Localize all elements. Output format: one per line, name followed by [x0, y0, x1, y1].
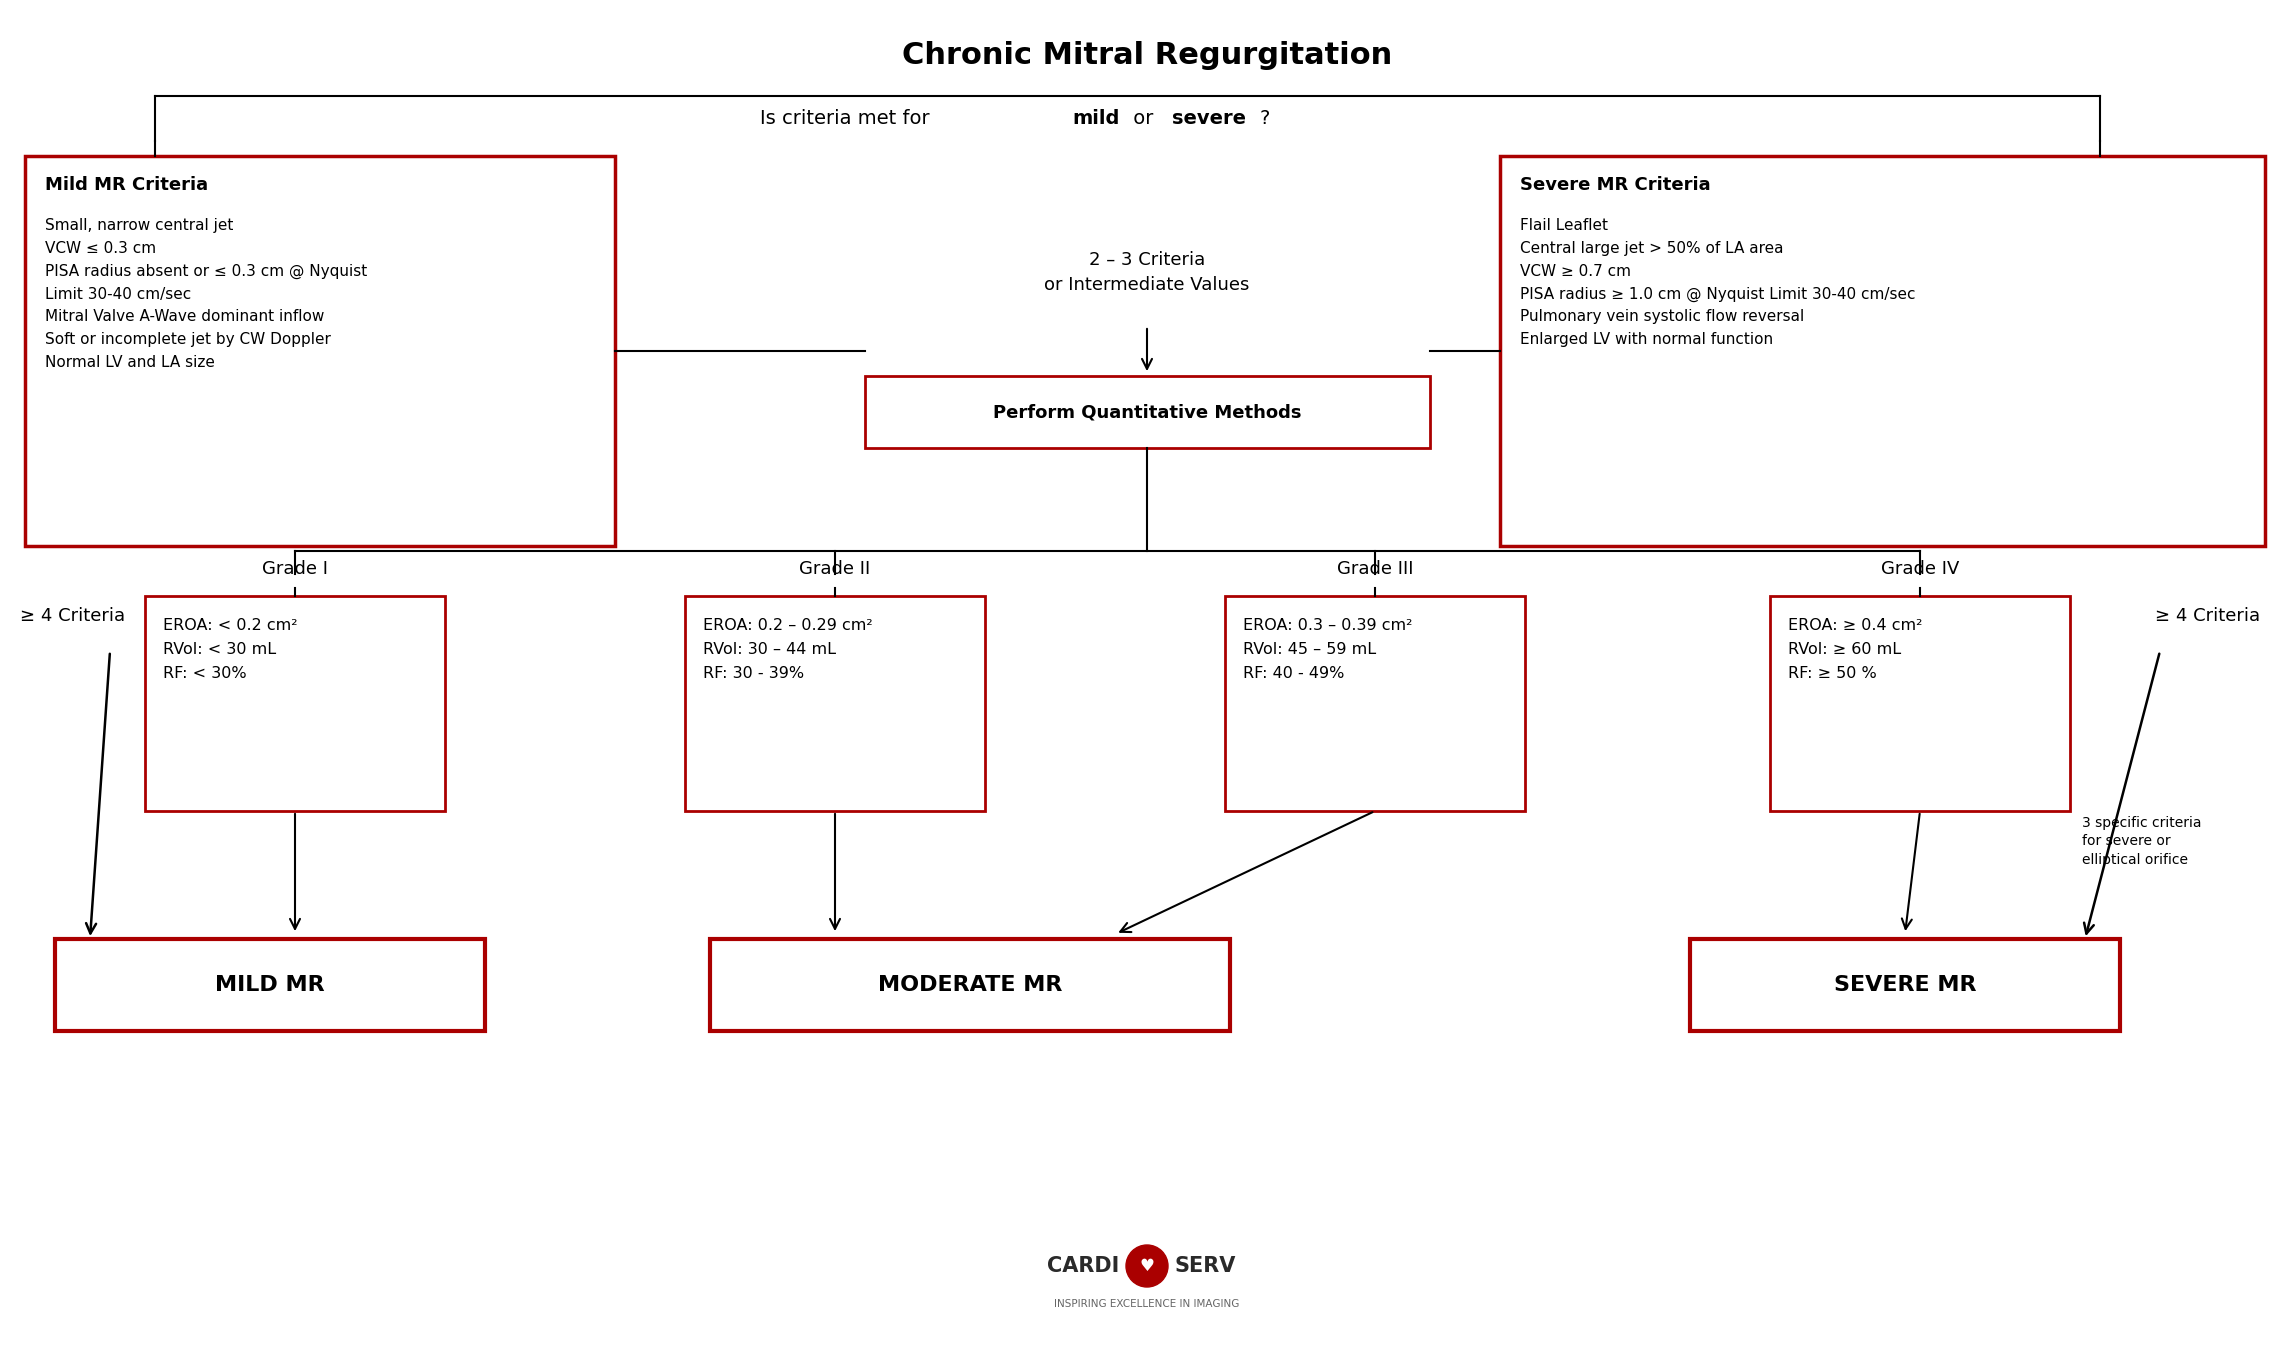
- Text: Small, narrow central jet
VCW ≤ 0.3 cm
PISA radius absent or ≤ 0.3 cm @ Nyquist
: Small, narrow central jet VCW ≤ 0.3 cm P…: [46, 218, 367, 370]
- FancyBboxPatch shape: [686, 597, 984, 811]
- FancyBboxPatch shape: [1771, 597, 2069, 811]
- Text: Is criteria met for: Is criteria met for: [759, 108, 936, 127]
- Text: 3 specific criteria
for severe or
elliptical orifice: 3 specific criteria for severe or ellipt…: [2083, 816, 2202, 866]
- Text: Flail Leaflet
Central large jet > 50% of LA area
VCW ≥ 0.7 cm
PISA radius ≥ 1.0 : Flail Leaflet Central large jet > 50% of…: [1521, 218, 1915, 347]
- FancyBboxPatch shape: [1691, 938, 2120, 1031]
- Text: ?: ?: [1259, 108, 1271, 127]
- Text: SEVERE MR: SEVERE MR: [1833, 975, 1975, 995]
- Text: Grade IV: Grade IV: [1881, 560, 1959, 578]
- FancyBboxPatch shape: [1500, 156, 2264, 546]
- Text: Perform Quantitative Methods: Perform Quantitative Methods: [993, 403, 1301, 420]
- Text: EROA: 0.2 – 0.29 cm²
RVol: 30 – 44 mL
RF: 30 - 39%: EROA: 0.2 – 0.29 cm² RVol: 30 – 44 mL RF…: [702, 618, 872, 681]
- Text: Chronic Mitral Regurgitation: Chronic Mitral Regurgitation: [902, 41, 1392, 71]
- Text: or: or: [1126, 108, 1161, 127]
- Text: 2 – 3 Criteria
or Intermediate Values: 2 – 3 Criteria or Intermediate Values: [1044, 251, 1250, 294]
- Text: CARDI: CARDI: [1046, 1256, 1119, 1276]
- FancyBboxPatch shape: [25, 156, 615, 546]
- Text: Mild MR Criteria: Mild MR Criteria: [46, 176, 209, 194]
- Text: MODERATE MR: MODERATE MR: [879, 975, 1062, 995]
- Text: ≥ 4 Criteria: ≥ 4 Criteria: [21, 607, 126, 625]
- FancyBboxPatch shape: [711, 938, 1230, 1031]
- Text: Grade III: Grade III: [1337, 560, 1413, 578]
- Text: Severe MR Criteria: Severe MR Criteria: [1521, 176, 1711, 194]
- Text: mild: mild: [1071, 108, 1119, 127]
- FancyBboxPatch shape: [145, 597, 445, 811]
- Text: ≥ 4 Criteria: ≥ 4 Criteria: [2154, 607, 2260, 625]
- Text: EROA: < 0.2 cm²
RVol: < 30 mL
RF: < 30%: EROA: < 0.2 cm² RVol: < 30 mL RF: < 30%: [163, 618, 298, 681]
- Text: MILD MR: MILD MR: [216, 975, 326, 995]
- Text: SERV: SERV: [1175, 1256, 1236, 1276]
- FancyBboxPatch shape: [55, 938, 484, 1031]
- Text: Grade I: Grade I: [262, 560, 328, 578]
- Text: Grade II: Grade II: [798, 560, 872, 578]
- FancyBboxPatch shape: [1225, 597, 1526, 811]
- Text: severe: severe: [1172, 108, 1246, 127]
- Text: INSPIRING EXCELLENCE IN IMAGING: INSPIRING EXCELLENCE IN IMAGING: [1055, 1299, 1239, 1309]
- Circle shape: [1126, 1245, 1168, 1287]
- Text: EROA: ≥ 0.4 cm²
RVol: ≥ 60 mL
RF: ≥ 50 %: EROA: ≥ 0.4 cm² RVol: ≥ 60 mL RF: ≥ 50 %: [1787, 618, 1922, 681]
- Text: ♥: ♥: [1140, 1257, 1154, 1275]
- FancyBboxPatch shape: [865, 376, 1429, 447]
- Text: EROA: 0.3 – 0.39 cm²
RVol: 45 – 59 mL
RF: 40 - 49%: EROA: 0.3 – 0.39 cm² RVol: 45 – 59 mL RF…: [1243, 618, 1413, 681]
